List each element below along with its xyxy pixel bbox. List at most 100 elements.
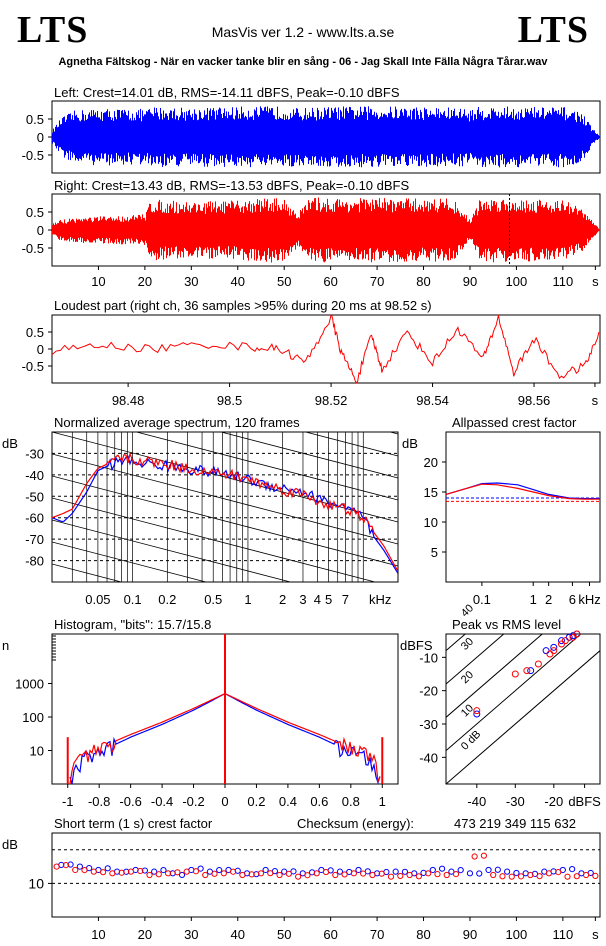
right-waveform-waveform-trace <box>52 197 600 263</box>
short-crest-point-right <box>81 866 88 874</box>
histogram-x-tick-label: 0.4 <box>279 794 297 809</box>
peak-rms-frame <box>445 633 601 785</box>
short-crest-x-tick-label: 100 <box>506 927 528 942</box>
short-crest-point-left <box>494 866 501 873</box>
short-crest-point-right <box>62 862 70 869</box>
short-crest-x-tick-label: 70 <box>370 927 384 942</box>
spectrum-x-tick-label: 0.1 <box>124 592 142 607</box>
short-crest-point-left <box>401 868 409 875</box>
short-crest-point-left <box>392 868 399 875</box>
short-crest-point-right <box>443 871 450 879</box>
spectrum-x-tick-label: kHz <box>369 592 391 607</box>
short-crest-point-left <box>104 865 111 872</box>
histogram-x-tick-label: -0.6 <box>119 794 141 809</box>
short-crest-x-tick-label: 20 <box>138 927 152 942</box>
short-crest-x-tick-label: 90 <box>463 927 477 942</box>
peak-rms-point-right <box>550 647 558 655</box>
spectrum-slope-line <box>219 432 398 479</box>
loudest-part-x-tick-label: 98.52 <box>315 393 348 408</box>
right-waveform-x-tick-label: 20 <box>138 274 152 289</box>
right-waveform-x-tick-label: 50 <box>277 274 291 289</box>
allpassed-x-tick-label: kHz <box>578 592 600 607</box>
spectrum-slope-line <box>52 300 398 390</box>
short-crest-x-tick-label: 80 <box>416 927 430 942</box>
right-waveform-x-tick-label: 30 <box>184 274 198 289</box>
loudest-part-x-tick-label: 98.56 <box>518 393 551 408</box>
short-crest-point-right <box>378 870 385 877</box>
short-crest-point-right <box>127 868 135 875</box>
spectrum-y-label: dB <box>2 436 18 451</box>
short-crest-point-right <box>72 866 79 874</box>
checksum-value: 473 219 349 115 632 <box>454 816 576 831</box>
spectrum-slope-line <box>52 278 398 368</box>
right-waveform-x-tick-label: 100 <box>506 274 528 289</box>
short-crest-point-right <box>471 853 478 860</box>
loudest-part-x-tick-label: 98.5 <box>217 393 242 408</box>
histogram-title: Histogram, "bits": 15.7/15.8 <box>54 617 211 632</box>
loudest-part-title: Loudest part (right ch, 36 samples >95% … <box>54 298 432 313</box>
spectrum-slope-line <box>52 497 377 582</box>
short-crest-point-left <box>513 869 520 877</box>
checksum-label: Checksum (energy): <box>297 816 414 831</box>
short-crest-point-right <box>490 871 497 879</box>
short-crest-point-right <box>517 873 525 880</box>
short-crest-point-right <box>313 870 320 877</box>
peak-rms-y-tick-label: -30 <box>419 717 438 732</box>
short-crest-point-right <box>369 871 376 879</box>
short-crest-point-right <box>183 868 190 875</box>
peak-rms-point-right <box>511 670 519 678</box>
allpassed-y-tick-label: 10 <box>424 515 438 530</box>
short-crest-point-right <box>415 873 422 880</box>
short-crest-point-right <box>99 869 107 876</box>
peak-rms-crest-line <box>446 634 582 752</box>
right-waveform-y-tick-label: 0 <box>37 223 44 238</box>
histogram-y-label: n <box>2 638 9 653</box>
spectrum-y-tick-label: -30 <box>25 446 44 461</box>
short-crest-point-right <box>267 870 274 877</box>
short-crest-x-tick-label: 30 <box>184 927 198 942</box>
peak-rms-point-left <box>542 647 550 655</box>
short-crest-x-tick-label: 10 <box>91 927 105 942</box>
allpassed-y-tick-label: 20 <box>424 455 438 470</box>
short-crest-point-right <box>248 871 255 878</box>
allpassed-x-tick-label: 0.1 <box>473 592 491 607</box>
short-crest-point-right <box>202 871 209 879</box>
short-crest-point-right <box>527 871 534 879</box>
peak-rms-point-right <box>546 650 554 658</box>
lts-logo-left: LTS <box>17 9 89 51</box>
peak-rms-x-tick-label: -30 <box>506 794 525 809</box>
allpassed-x-tick-label: 6 <box>569 592 576 607</box>
loudest-part-y-tick-label: -0.5 <box>22 359 44 374</box>
short-crest-x-tick-label: s <box>592 927 599 942</box>
short-crest-point-right <box>192 868 200 875</box>
spectrum-slope-line <box>52 541 208 582</box>
spectrum-x-tick-label: 2 <box>279 592 286 607</box>
peak-rms-point-left <box>473 710 481 718</box>
short-crest-point-right <box>304 872 311 879</box>
short-crest-point-right <box>573 873 580 880</box>
peak-rms-point-right <box>573 630 581 638</box>
short-crest-point-right <box>480 852 487 859</box>
short-crest-point-right <box>118 869 125 876</box>
short-crest-point-right <box>285 870 292 877</box>
spectrum-slope-line <box>52 475 398 567</box>
allpassed-series-left <box>445 482 600 500</box>
allpassed-x-tick-label: 2 <box>545 592 552 607</box>
spectrum-x-tick-label: 0.5 <box>204 592 222 607</box>
short-crest-point-left <box>457 867 464 874</box>
right-waveform-x-tick-label: 40 <box>231 274 245 289</box>
peak-rms-y-label: dBFS <box>400 638 433 653</box>
spectrum-frame <box>51 431 399 583</box>
short-crest-point-right <box>592 872 599 880</box>
right-waveform-y-tick-label: -0.5 <box>22 241 44 256</box>
loudest-part-trace <box>51 313 600 384</box>
spectrum-x-tick-label: 3 <box>299 592 306 607</box>
allpassed-y-tick-label: 5 <box>431 545 438 560</box>
spectrum-y-tick-label: -80 <box>25 554 44 569</box>
right-waveform-title: Right: Crest=13.43 dB, RMS=-13.53 dBFS, … <box>54 178 409 193</box>
short-crest-point-right <box>155 871 162 878</box>
histogram-x-tick-label: -1 <box>62 794 74 809</box>
spectrum-grid <box>52 278 398 582</box>
short-crest-point-right <box>536 873 543 880</box>
short-crest-point-left <box>420 869 427 877</box>
